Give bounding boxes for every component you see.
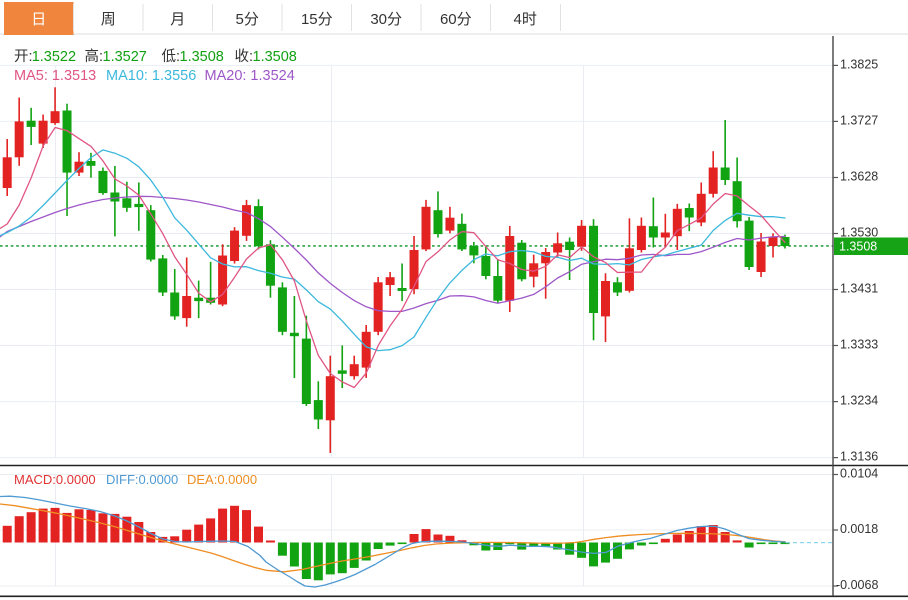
svg-text:1.3522: 1.3522 bbox=[32, 49, 76, 65]
svg-text:月: 月 bbox=[170, 11, 185, 28]
svg-text:低:: 低: bbox=[162, 48, 181, 65]
svg-text:1.3508: 1.3508 bbox=[839, 240, 877, 254]
svg-text:收:: 收: bbox=[235, 48, 254, 65]
svg-text:1.3727: 1.3727 bbox=[840, 113, 878, 127]
svg-text:1.3431: 1.3431 bbox=[840, 282, 878, 296]
svg-text:MACD:0.0000: MACD:0.0000 bbox=[14, 472, 96, 487]
svg-text:1.3825: 1.3825 bbox=[840, 57, 878, 71]
svg-text:30分: 30分 bbox=[370, 11, 402, 28]
svg-text:MA10: 1.3556: MA10: 1.3556 bbox=[106, 68, 196, 84]
svg-text:高:: 高: bbox=[85, 48, 104, 65]
svg-text:MA20: 1.3524: MA20: 1.3524 bbox=[205, 68, 295, 84]
svg-text:周: 周 bbox=[101, 11, 116, 28]
svg-text:1.3333: 1.3333 bbox=[840, 338, 878, 352]
svg-text:5分: 5分 bbox=[236, 11, 259, 28]
svg-text:DIFF:0.0000: DIFF:0.0000 bbox=[106, 472, 178, 487]
svg-text:1.3508: 1.3508 bbox=[253, 49, 297, 65]
svg-text:1.3136: 1.3136 bbox=[840, 450, 878, 464]
svg-text:4时: 4时 bbox=[514, 11, 537, 28]
svg-text:1.3508: 1.3508 bbox=[180, 49, 224, 65]
svg-text:0.0104: 0.0104 bbox=[840, 467, 878, 481]
svg-text:MA5: 1.3513: MA5: 1.3513 bbox=[14, 68, 96, 84]
svg-text:15分: 15分 bbox=[301, 11, 333, 28]
svg-text:1.3628: 1.3628 bbox=[840, 170, 878, 184]
svg-text:1.3527: 1.3527 bbox=[103, 49, 147, 65]
svg-text:60分: 60分 bbox=[440, 11, 472, 28]
svg-text:日: 日 bbox=[31, 11, 46, 28]
svg-text:1.3234: 1.3234 bbox=[840, 394, 878, 408]
svg-text:-0.0068: -0.0068 bbox=[836, 578, 878, 592]
svg-text:1.3530: 1.3530 bbox=[840, 226, 878, 240]
svg-text:0.0018: 0.0018 bbox=[840, 522, 878, 536]
svg-text:DEA:0.0000: DEA:0.0000 bbox=[187, 472, 257, 487]
svg-text:开:: 开: bbox=[14, 49, 33, 65]
